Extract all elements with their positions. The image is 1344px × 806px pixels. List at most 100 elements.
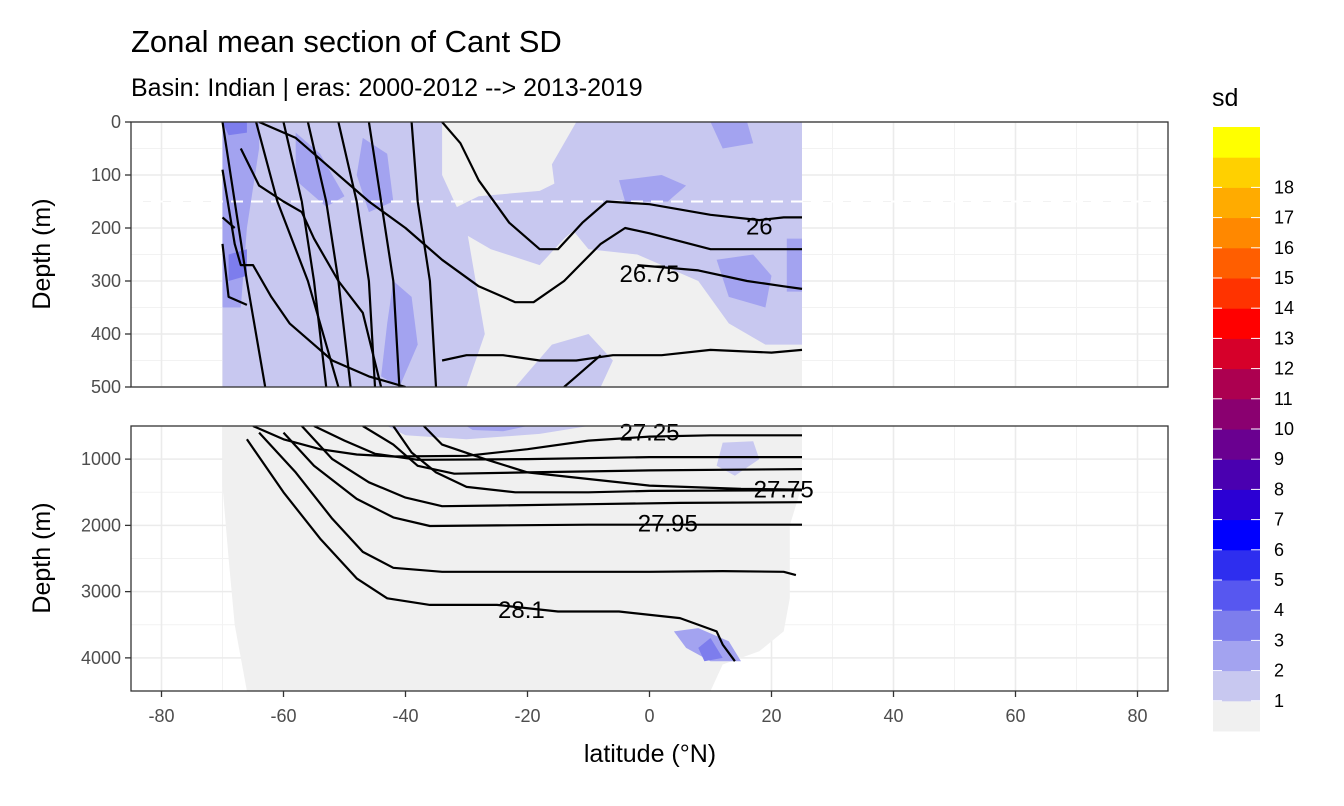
sd-field-base (222, 426, 802, 691)
y-tick-label: 200 (91, 218, 121, 238)
isopycnal-line (258, 431, 797, 577)
legend-label: 8 (1274, 479, 1284, 499)
panel-lower: 27.25 27.75 27.95 28.1 1000 2000 3000 4000 (81, 419, 1169, 692)
isopycnal-line (423, 426, 803, 491)
sd-region (222, 122, 247, 136)
isopycnal-line (637, 264, 803, 290)
y-tick-label: 400 (91, 324, 121, 344)
panel-upper: 26 26.75 0 100 200 300 400 500 (91, 112, 1169, 397)
legend-label: 12 (1274, 359, 1294, 379)
contour-label: 26 (746, 213, 773, 240)
isopycnal-line (337, 122, 377, 387)
contour-label: 27.75 (754, 476, 814, 503)
isopycnal-line (410, 122, 438, 387)
x-tick-label: 40 (883, 706, 903, 726)
field-layer (222, 426, 803, 691)
contour-label: 26.75 (619, 261, 679, 288)
legend-swatch (1213, 217, 1260, 249)
sd-region (716, 441, 760, 476)
chart-title: Zonal mean section of Cant SD (131, 24, 562, 59)
isopycnal-line (221, 243, 248, 306)
contour-label: 27.95 (638, 511, 698, 538)
contour-label: 27.25 (619, 419, 679, 446)
x-tick-label: -60 (270, 706, 296, 726)
legend-label: 6 (1274, 540, 1284, 560)
sd-region (381, 281, 418, 387)
legend-label: 13 (1274, 328, 1294, 348)
y-tick-label: 0 (111, 112, 121, 132)
legend-swatch (1213, 338, 1260, 370)
legend-label: 5 (1274, 570, 1284, 590)
legend-swatch (1213, 429, 1260, 460)
legend-swatch (1213, 519, 1260, 551)
chart-subtitle: Basin: Indian | eras: 2000-2012 --> 2013… (131, 74, 643, 102)
legend-swatch (1213, 580, 1260, 611)
legend-label: 7 (1274, 510, 1284, 530)
sd-region (619, 175, 687, 202)
y-tick-label: 4000 (81, 648, 121, 668)
isopycnal-line (252, 426, 802, 458)
legend-swatch (1213, 127, 1260, 158)
isopycnal-line (441, 348, 803, 362)
sd-region (295, 132, 345, 207)
legend-label: 3 (1274, 630, 1284, 650)
sd-region (698, 638, 723, 662)
legend-swatch (1213, 459, 1260, 490)
legend-swatch (1213, 157, 1260, 188)
legend-swatch (1213, 489, 1260, 521)
isopycnal-line (362, 426, 803, 475)
isopycnal-line (313, 426, 802, 461)
x-tick-label: -80 (148, 706, 174, 726)
sd-region (786, 238, 802, 292)
legend-label: 17 (1274, 208, 1294, 228)
isopycnal-line (221, 122, 267, 387)
y-axis-label-upper: Depth (m) (28, 198, 56, 309)
isopycnal-line (221, 216, 236, 229)
x-tick-label: 20 (761, 706, 781, 726)
legend-swatch (1213, 187, 1260, 219)
isopycnal-line (441, 122, 802, 251)
panel-border (130, 121, 1169, 388)
isopycnal-line (392, 426, 803, 494)
field-layer (131, 122, 1168, 387)
legend-label: 14 (1274, 298, 1294, 318)
legend-swatch (1213, 670, 1260, 702)
y-tick-label: 1000 (81, 449, 121, 469)
x-tick-label: -40 (392, 706, 418, 726)
legend-label: 11 (1274, 389, 1293, 409)
legend-label: 4 (1274, 600, 1284, 620)
isopycnal-line (282, 431, 802, 528)
y-tick-label: 500 (91, 377, 121, 397)
isopycnal-line (258, 122, 802, 304)
isopycnal-line (306, 122, 352, 387)
isopycnal-line (221, 169, 406, 387)
isopycnal-line (245, 438, 736, 662)
legend-swatch (1213, 247, 1260, 279)
legend-label: 1 (1274, 691, 1284, 711)
y-axis-label-lower: Depth (m) (28, 502, 56, 613)
sd-region (356, 137, 394, 213)
legend-title: sd (1212, 84, 1238, 112)
legend-label: 16 (1274, 238, 1294, 258)
x-tick-label: -20 (514, 706, 540, 726)
x-axis-label: latitude (°N) (584, 740, 716, 768)
legend-swatch (1213, 278, 1260, 309)
legend-label: 15 (1274, 268, 1294, 288)
legend-swatch (1213, 368, 1260, 400)
isopycnal-line (300, 426, 803, 508)
contour-label: 28.1 (498, 597, 545, 624)
x-tick-label: 80 (1127, 706, 1147, 726)
legend-swatch (1213, 610, 1260, 641)
isopycnal-line (563, 354, 602, 387)
isopycnal-line (239, 148, 383, 387)
x-tick-label: 60 (1005, 706, 1025, 726)
y-tick-label: 100 (91, 165, 121, 185)
legend-label: 10 (1274, 419, 1294, 439)
y-tick-label: 3000 (81, 582, 121, 602)
sd-region (466, 426, 528, 432)
sd-region (710, 122, 754, 149)
legend-swatch (1213, 398, 1260, 430)
legend-label: 18 (1274, 177, 1294, 197)
